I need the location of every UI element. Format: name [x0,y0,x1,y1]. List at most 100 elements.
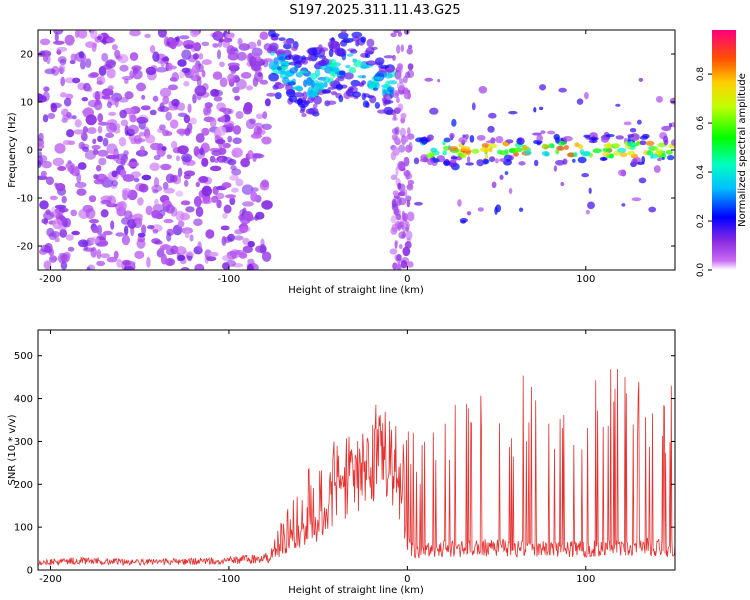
heatmap-cell [481,142,490,148]
heatmap-cell [181,49,192,60]
heatmap-cell [487,125,495,133]
colorbar-tick-label: 0.0 [696,263,706,278]
heatmap-cell [146,256,151,268]
heatmap-cell [153,154,161,161]
heatmap-cell [587,201,595,210]
heatmap-cell [346,53,354,57]
heatmap-cell [192,93,197,104]
heatmap-cell [77,162,87,170]
heatmap-cell [348,66,357,74]
heatmap-cell [383,55,394,59]
heatmap-cell [82,108,93,115]
heatmap-cell [80,132,88,142]
heatmap-cell [293,92,305,98]
heatmap-cell [107,85,114,91]
heatmap-cell [405,195,412,202]
heatmap-cell [508,148,516,154]
heatmap-cell [93,178,105,185]
heatmap-cell [169,77,178,82]
heatmap-cell [284,55,292,61]
heatmap-cell [362,100,369,108]
heatmap-cell [639,140,647,146]
heatmap-cell [181,67,190,74]
heatmap-cell [54,237,60,243]
snr-y-axis: 0 100 200 300 400 500 [14,351,675,577]
heatmap-cell [645,140,655,146]
heatmap-cell [62,115,74,120]
heatmap-cell [157,30,167,38]
heatmap-cell [201,41,210,47]
heatmap-cell [145,205,153,216]
heatmap-cell [581,173,589,178]
heatmap-cell [161,146,167,152]
y-tick-label: 20 [20,50,33,61]
heatmap-cell [219,107,227,112]
heatmap-cell [562,135,573,142]
heatmap-cell [345,64,351,69]
heatmap-cell [276,66,283,71]
heatmap-cell [603,143,613,149]
heatmap-cell [206,256,217,262]
heatmap-cell [67,140,76,146]
heatmap-cell [67,246,75,252]
heatmap-cell [397,160,406,171]
heatmap-cell [407,179,415,186]
heatmap-cell [327,86,337,90]
heatmap-cell [266,92,277,97]
heatmap-cell [287,81,296,86]
heatmap-cell [615,135,624,140]
heatmap-cell [100,209,109,218]
heatmap-cell [383,106,394,115]
heatmap-cell [235,111,244,120]
heatmap-cell [626,141,632,147]
heatmap-cell [301,113,307,118]
heatmap-cell [389,248,398,255]
heatmap-cell [144,33,151,39]
heatmap-cell [121,217,130,225]
colorbar-tick-label: 0.2 [696,214,706,228]
heatmap-cell [108,111,117,117]
heatmap-cell [392,90,400,99]
snr-frame [37,329,676,571]
heatmap-cell [209,155,216,163]
heatmap-cell [218,147,227,155]
heatmap-cell [134,134,142,145]
heatmap-cell [137,197,144,206]
heatmap-cell [192,53,200,60]
heatmap-cell [241,184,254,195]
heatmap-cell [106,122,117,133]
heatmap-cell [555,149,560,155]
heatmap-cell [255,113,264,120]
heatmap-cell [277,61,288,65]
heatmap-cell [97,149,109,157]
heatmap-cell [52,157,65,167]
heatmap-cell [292,55,304,64]
heatmap-cell [508,187,513,195]
heatmap-cell [494,158,499,164]
heatmap-cell [294,63,299,72]
heatmap-x-axis: -200 -100 0 100 [39,30,595,285]
heatmap-cell [383,99,391,105]
heatmap-cell [623,121,632,126]
heatmap-cell [574,142,580,148]
heatmap-cell [314,68,321,78]
heatmap-cell [183,170,196,177]
heatmap-cell [485,140,496,144]
heatmap-cell [240,157,250,168]
heatmap-cell [132,69,143,80]
heatmap-cell [46,54,51,65]
heatmap-cell [341,30,347,34]
heatmap-cell [301,59,308,65]
heatmap-y-axis: -20 -10 0 10 20 [17,50,675,253]
heatmap-cell [465,162,474,166]
x-tick-label: -100 [218,274,241,285]
heatmap-cell [398,78,404,84]
heatmap-cell [458,136,468,144]
heatmap-cell [259,243,267,255]
heatmap-cell [394,241,398,249]
heatmap-cell [391,223,399,233]
heatmap-cell [403,30,410,35]
heatmap-cell [499,150,509,156]
